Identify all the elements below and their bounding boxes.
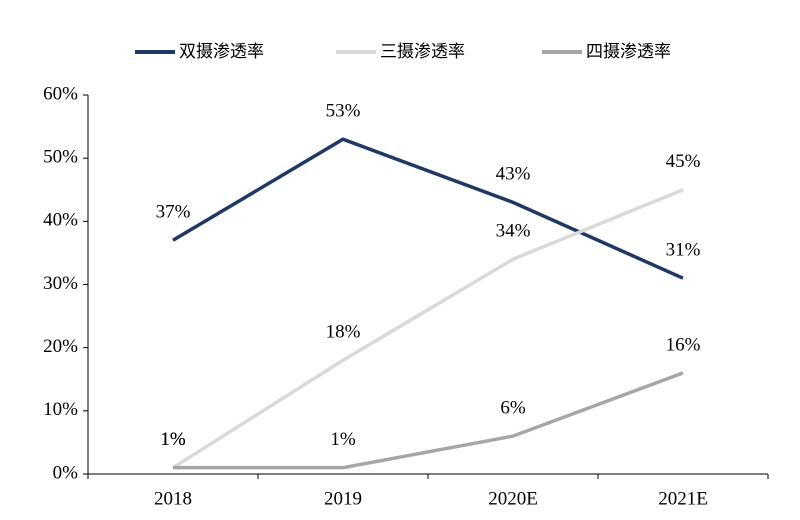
data-label: 18% — [326, 322, 361, 343]
series-line — [173, 371, 684, 470]
data-label: 16% — [666, 334, 701, 355]
x-tick-label: 2021E — [658, 488, 708, 509]
y-tick-label: 0% — [53, 462, 79, 483]
data-label: 43% — [496, 164, 531, 185]
x-tick-label: 2020E — [488, 488, 538, 509]
x-tick-label: 2019 — [324, 488, 362, 509]
y-tick-label: 40% — [43, 210, 78, 231]
y-tick-label: 10% — [43, 399, 78, 420]
x-tick-label: 2018 — [154, 488, 192, 509]
series-line — [172, 137, 684, 280]
data-label: 6% — [500, 397, 526, 418]
data-label: 37% — [156, 202, 191, 223]
y-tick-label: 30% — [43, 273, 78, 294]
data-label: 1% — [160, 429, 186, 450]
series-line — [172, 188, 684, 470]
legend: 双摄渗透率 三摄渗透率 四摄渗透率 — [135, 42, 671, 62]
legend-label: 三摄渗透率 — [380, 42, 465, 62]
data-label: 31% — [666, 240, 701, 261]
y-tick-label: 20% — [43, 336, 78, 357]
data-label: 45% — [666, 151, 701, 172]
data-label: 1% — [330, 429, 356, 450]
data-label: 53% — [326, 101, 361, 122]
legend-label: 四摄渗透率 — [586, 42, 671, 62]
legend-label: 双摄渗透率 — [179, 42, 264, 62]
y-tick-label: 50% — [43, 147, 78, 168]
data-label: 1% — [160, 429, 186, 450]
y-tick-label: 60% — [43, 83, 78, 104]
data-label: 34% — [496, 221, 531, 242]
